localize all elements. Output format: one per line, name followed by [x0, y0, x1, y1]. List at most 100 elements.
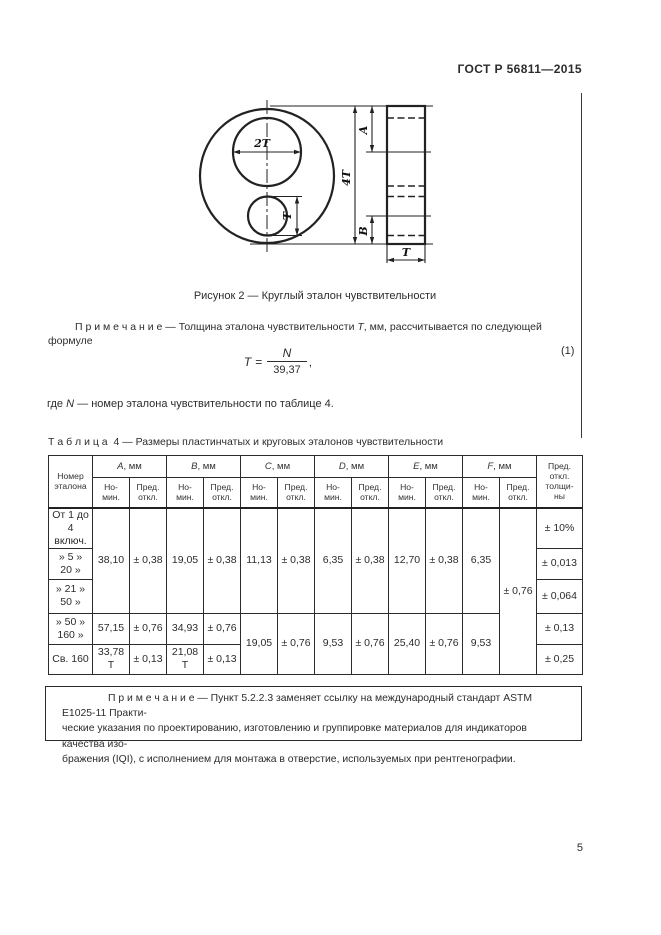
cell-d-dev: ± 0,76 [351, 612, 389, 675]
dimensions-table: Номер эталона A, мм B, мм C, мм D, мм E,… [48, 455, 583, 675]
dim-label-a: A [357, 125, 370, 135]
cell-a-nom: 38,10 [92, 507, 130, 614]
dim-label-t: T [402, 246, 411, 259]
where-rest: — номер эталона чувствительности по табл… [74, 398, 334, 410]
table-title: Т а б л и ц а 4 — Размеры пластинчатых и… [48, 436, 582, 448]
variable-n: N [66, 398, 75, 410]
note-text: — Пункт 5.2.2.3 заменяет ссылку на между… [62, 693, 533, 765]
table: Номер эталона A, мм B, мм C, мм D, мм E,… [48, 455, 583, 675]
header-deviation: Пред. откл. [277, 477, 315, 509]
header-nominal: Но- мин. [388, 477, 426, 509]
cell-b-nom: 34,93 [166, 612, 204, 645]
cell-a-nom: 33,78 T [92, 643, 130, 675]
table-title-rest: — Размеры пластинчатых и круговых эталон… [119, 436, 444, 448]
header-nominal: Но- мин. [240, 477, 278, 509]
header-group-f: F, мм [462, 455, 537, 478]
figure-drawing: 2T T 4T [198, 100, 433, 263]
cell-a-nom: 57,15 [92, 612, 130, 645]
formula-lhs: T [243, 354, 252, 369]
cell-c-nom: 11,13 [240, 507, 278, 614]
note-label: П р и м е ч а н и е [75, 321, 163, 333]
note-label: П р и м е ч а н и е [108, 693, 195, 704]
cell-a-dev: ± 0,13 [129, 643, 167, 675]
page-number: 5 [576, 842, 583, 854]
cell-b-nom: 21,08 T [166, 643, 204, 675]
where-clause: где N — номер эталона чувствительности п… [47, 398, 581, 410]
header-group-a: A, мм [92, 455, 167, 478]
row-label: » 5 » 20 » [48, 547, 93, 580]
header-nominal: Но- мин. [166, 477, 204, 509]
row-label: От 1 до 4 включ. [48, 507, 93, 549]
cell-b-dev: ± 0,13 [203, 643, 241, 675]
cell-thickness-dev: ± 0,25 [536, 643, 583, 675]
note-paragraph: П р и м е ч а н и е — Толщина эталона чу… [48, 320, 582, 348]
dimension-b: B [357, 216, 375, 244]
row-label: » 50 » 160 » [48, 612, 93, 645]
header-deviation: Пред. откл. [499, 477, 537, 509]
cell-d-nom: 6,35 [314, 507, 352, 614]
cell-d-nom: 9,53 [314, 612, 352, 675]
fraction-numerator: N [282, 346, 292, 360]
header-deviation: Пред. откл. [351, 477, 389, 509]
formula-number: (1) [561, 345, 575, 357]
bottom-note-box: П р и м е ч а н и е — Пункт 5.2.2.3 заме… [45, 686, 582, 765]
note-text-after: , мм, рассчитывается по следующей формул… [48, 321, 542, 347]
dim-label-4t: 4T [340, 169, 353, 186]
figure-caption: Рисунок 2 — Круглый эталон чувствительно… [193, 290, 437, 302]
cell-a-dev: ± 0,38 [129, 507, 167, 614]
cell-thickness-dev: ± 0,13 [536, 612, 583, 645]
equals-sign: = [255, 354, 263, 369]
cell-c-nom: 19,05 [240, 612, 278, 675]
header-nominal: Но- мин. [462, 477, 500, 509]
where-prefix: где [47, 398, 67, 410]
cell-f-nom: 9,53 [462, 612, 500, 675]
header-deviation: Пред. откл. [425, 477, 463, 509]
header-group-d: D, мм [314, 455, 389, 478]
header-group-b: B, мм [166, 455, 241, 478]
header-deviation: Пред. откл. [129, 477, 167, 509]
cell-b-dev: ± 0,76 [203, 612, 241, 645]
cell-f-dev: ± 0,76 [499, 507, 537, 675]
header-nominal: Но- мин. [314, 477, 352, 509]
header-nominal: Но- мин. [92, 477, 130, 509]
cell-d-dev: ± 0,38 [351, 507, 389, 614]
header-group-e: E, мм [388, 455, 463, 478]
row-label: Св. 160 [48, 643, 93, 675]
formula: T = N 39,37 , [48, 347, 508, 376]
dimension-small-t: T [270, 195, 302, 237]
header-thickness-dev: Пред. откл. толщи- ны [536, 455, 583, 509]
cell-thickness-dev: ± 0,013 [536, 547, 583, 580]
variable-t: T [357, 321, 364, 333]
cell-thickness-dev: ± 10% [536, 507, 583, 549]
header-etalon-number: Номер эталона [48, 455, 93, 509]
side-view [366, 104, 431, 246]
cell-a-dev: ± 0,76 [129, 612, 167, 645]
cell-b-nom: 19,05 [166, 507, 204, 614]
dim-label-b: B [357, 226, 370, 236]
dim-label-2t: 2T [253, 137, 271, 150]
formula-comma: , [308, 354, 313, 369]
header-deviation: Пред. откл. [203, 477, 241, 509]
cell-b-dev: ± 0,38 [203, 507, 241, 614]
cell-c-dev: ± 0,76 [277, 612, 315, 675]
dimension-4t: 4T [250, 105, 433, 245]
cell-e-dev: ± 0,76 [425, 612, 463, 675]
standard-code-header: ГОСТ Р 56811—2015 [457, 62, 582, 76]
note-text: — Толщина эталона чувствительности [162, 321, 358, 333]
cell-e-nom: 25,40 [388, 612, 426, 675]
fraction: N 39,37 [267, 347, 307, 376]
scan-margin-line [581, 93, 582, 438]
cell-e-nom: 12,70 [388, 507, 426, 614]
cell-f-nom: 6,35 [462, 507, 500, 614]
fraction-denominator: 39,37 [267, 361, 307, 376]
dim-label-small-t: T [281, 211, 294, 220]
cell-thickness-dev: ± 0,064 [536, 578, 583, 614]
dimension-a: A [357, 106, 375, 152]
cell-e-dev: ± 0,38 [425, 507, 463, 614]
header-group-c: C, мм [240, 455, 315, 478]
front-view [198, 100, 336, 252]
side-view-outline [385, 104, 427, 246]
row-label: » 21 » 50 » [48, 578, 93, 614]
dimension-t-bottom: T [386, 244, 426, 263]
